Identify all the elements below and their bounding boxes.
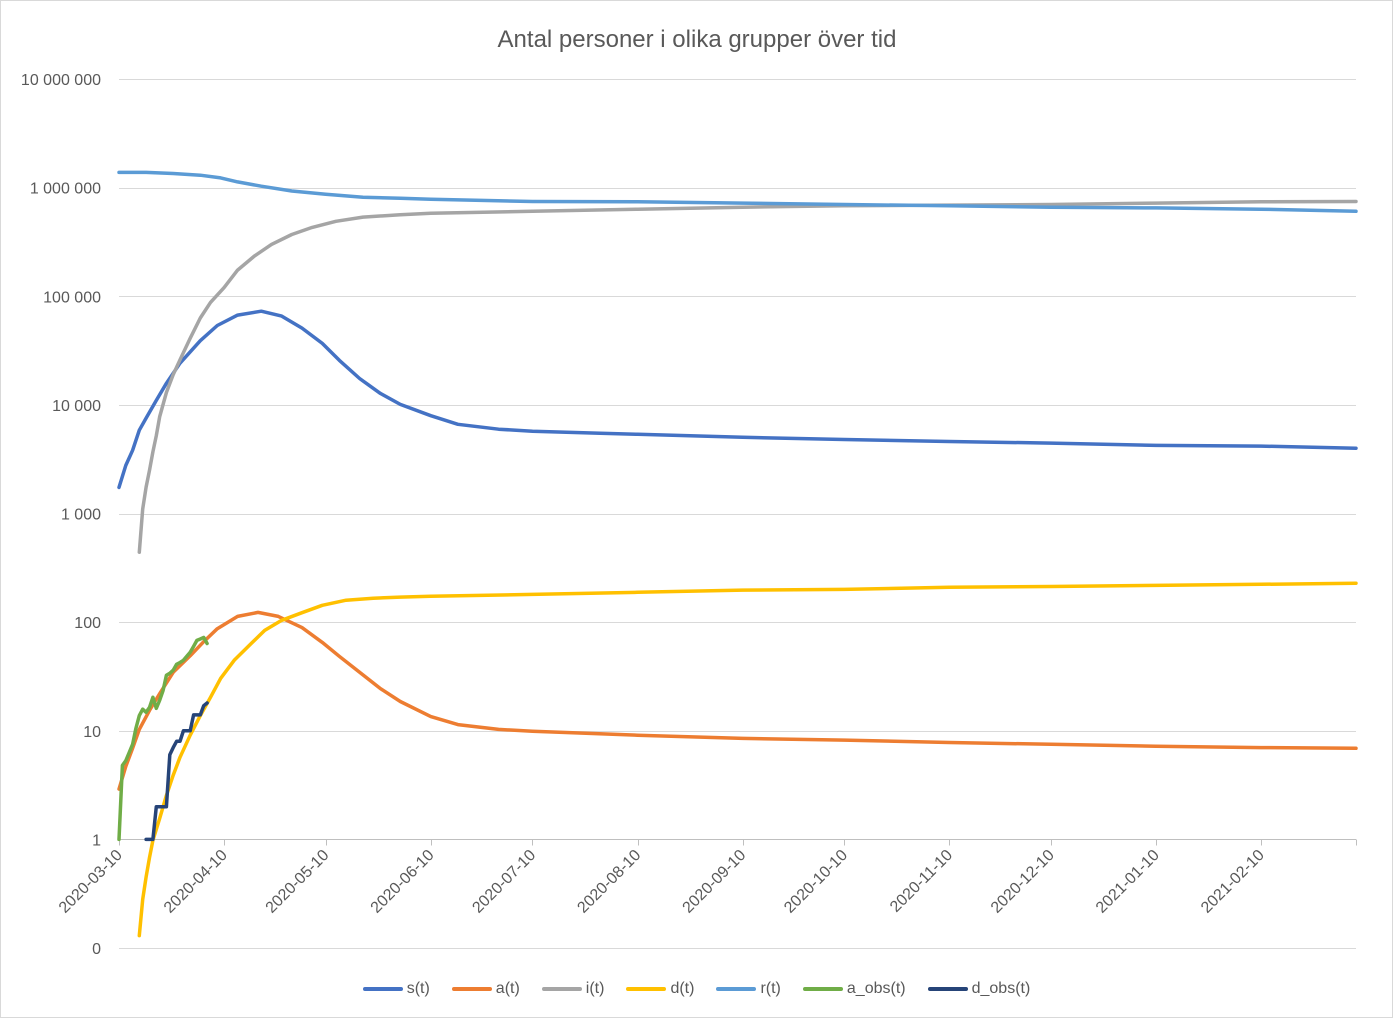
y-tick-label: 100	[74, 615, 101, 632]
legend-swatch-s	[362, 987, 403, 991]
y-tick-label: 1 000 000	[30, 181, 101, 198]
series-lines	[117, 170, 1358, 938]
legend-item-d-obs: d_obs(t)	[927, 980, 1031, 998]
legend-label-s: s(t)	[406, 980, 430, 997]
legend-item-i: i(t)	[541, 980, 605, 998]
y-tick-label: 1	[92, 832, 101, 849]
series-line-d-obs	[144, 701, 209, 842]
y-tick-label: 10	[83, 724, 101, 741]
legend-swatch-r	[716, 987, 757, 991]
legend-label-a-obs: a_obs(t)	[846, 980, 906, 997]
y-tick-label: 10 000	[52, 398, 101, 415]
series-line-d	[137, 581, 1358, 938]
chart-title: Antal personer i olika grupper över tid	[498, 26, 897, 53]
legend-label-i: i(t)	[585, 980, 605, 997]
legend-swatch-d	[626, 987, 667, 991]
legend-swatch-a-obs	[802, 987, 843, 991]
y-tick-label: 100 000	[43, 289, 101, 306]
legend-label-d: d(t)	[670, 980, 695, 997]
y-tick-label: 0	[92, 941, 101, 958]
series-line-i	[137, 199, 1358, 554]
legend-swatch-i	[541, 987, 582, 991]
legend-item-d: d(t)	[626, 980, 694, 998]
legend-swatch-d-obs	[927, 987, 968, 991]
series-line-s	[117, 309, 1358, 490]
legend-item-r: r(t)	[716, 980, 781, 998]
legend-label-r: r(t)	[760, 980, 781, 997]
gridlines	[119, 79, 1356, 949]
y-tick-label: 10 000 000	[21, 72, 101, 89]
series-line-a-obs	[117, 635, 209, 842]
legend-swatch-a	[451, 987, 492, 991]
legend-label-a: a(t)	[495, 980, 520, 997]
y-tick-label: 1 000	[61, 507, 101, 524]
legend-item-a: a(t)	[451, 980, 520, 998]
x-axis	[119, 839, 1357, 846]
legend-item-a-obs: a_obs(t)	[802, 980, 906, 998]
series-line-a	[117, 610, 1358, 791]
series-line-r	[117, 170, 1358, 214]
legend: s(t) a(t) i(t) d(t) r(t) a_obs(t) d_obs(t)	[0, 978, 1393, 1000]
legend-label-d-obs: d_obs(t)	[971, 980, 1031, 997]
legend-item-s: s(t)	[362, 980, 430, 998]
